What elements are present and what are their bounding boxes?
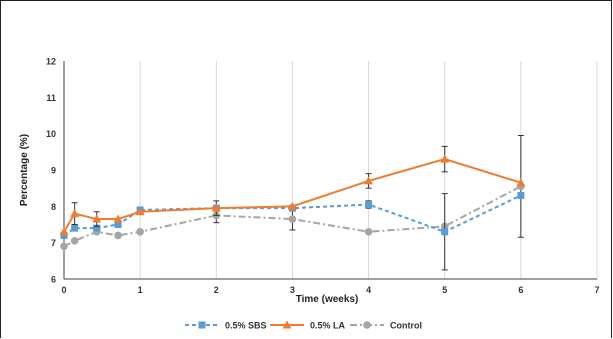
series-layer: [59, 134, 526, 271]
x-tick-label: 2: [214, 285, 219, 295]
marker-square: [198, 321, 206, 329]
x-tick-label: 1: [138, 285, 143, 295]
marker-circle: [136, 227, 144, 236]
series-control: [60, 134, 525, 251]
y-tick-label: 12: [46, 57, 56, 67]
marker-circle: [363, 321, 371, 329]
marker-triangle: [364, 176, 374, 185]
y-tick-label: 6: [51, 275, 56, 285]
marker-square: [517, 191, 525, 199]
marker-triangle: [113, 214, 123, 223]
y-tick-label: 7: [51, 238, 56, 248]
marker-square: [93, 224, 101, 232]
marker-triangle: [92, 214, 102, 223]
y-axis-label: Percentage (%): [19, 134, 30, 206]
x-tick-label: 0: [61, 285, 66, 295]
legend-item: Control: [350, 321, 422, 331]
y-tick-label: 10: [46, 129, 56, 139]
marker-square: [71, 224, 79, 232]
x-tick-label: 6: [518, 285, 523, 295]
marker-circle: [70, 237, 79, 245]
marker-triangle: [516, 178, 526, 187]
y-tick-label: 11: [46, 93, 56, 103]
legend-label: 0.5% LA: [310, 321, 346, 331]
legend-item: 0.5% SBS: [185, 321, 267, 331]
y-tick-label: 8: [51, 202, 56, 212]
series-0-5-la: [59, 145, 526, 236]
series-line: [63, 185, 522, 248]
marker-circle: [364, 227, 373, 236]
legend-item: 0.5% LA: [270, 320, 346, 331]
marker-circle: [288, 215, 297, 223]
legend-label: Control: [390, 321, 422, 331]
gridlines: [139, 61, 598, 279]
marker-triangle: [211, 203, 221, 212]
x-tick-label: 3: [290, 285, 295, 295]
marker-triangle: [440, 154, 450, 163]
marker-triangle: [59, 227, 69, 236]
x-tick-label: 7: [594, 285, 599, 295]
marker-circle: [114, 231, 122, 240]
marker-circle: [60, 242, 68, 251]
marker-square: [441, 228, 449, 236]
x-tick-label: 5: [442, 285, 447, 295]
legend-label: 0.5% SBS: [225, 321, 267, 331]
marker-square: [60, 231, 68, 239]
marker-triangle: [70, 209, 80, 218]
x-axis-label: Time (weeks): [296, 294, 359, 305]
marker-square: [365, 201, 373, 209]
marker-triangle: [282, 320, 292, 329]
marker-triangle: [135, 207, 145, 216]
legend: 0.5% SBS 0.5% LA Control: [185, 320, 422, 331]
marker-triangle: [287, 201, 297, 210]
series-line: [63, 158, 522, 233]
marker-square: [114, 221, 122, 228]
y-tick-label: 9: [51, 166, 56, 176]
x-tick-label: 4: [366, 285, 371, 295]
